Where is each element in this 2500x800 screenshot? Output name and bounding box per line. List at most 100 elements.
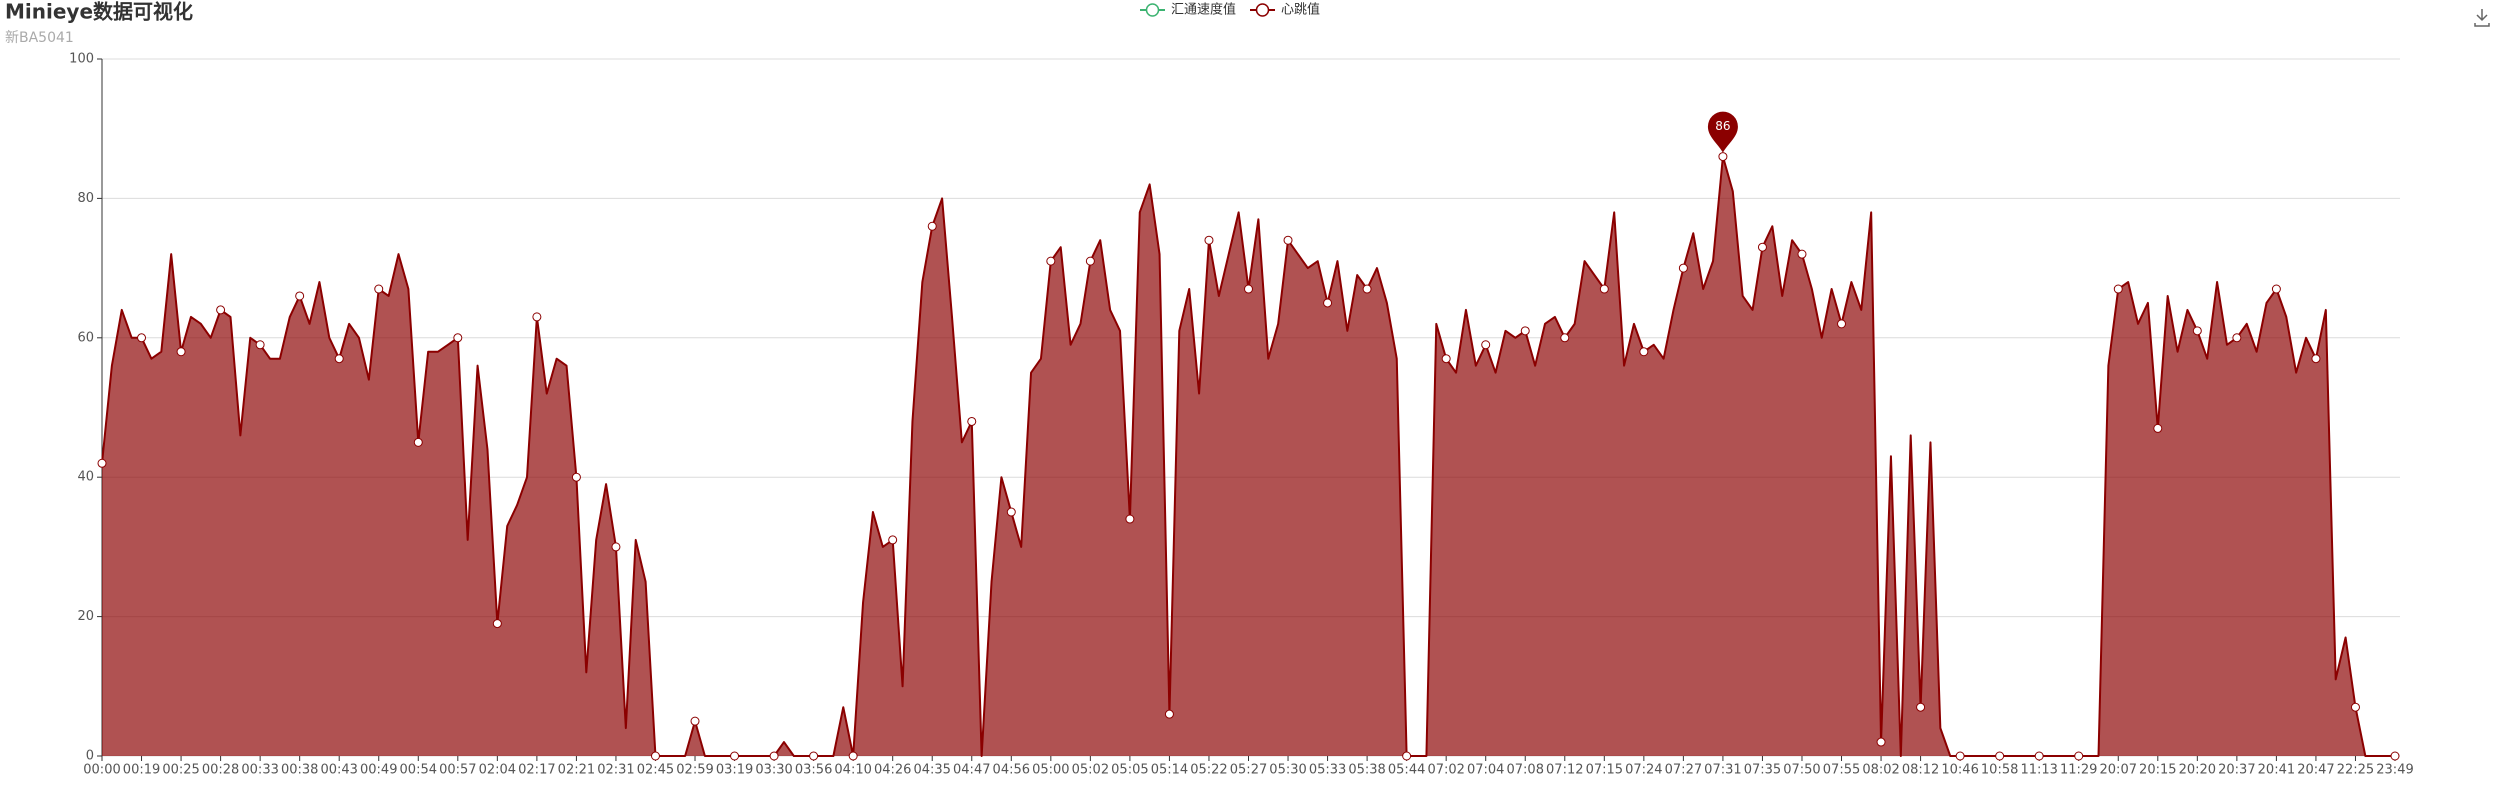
x-tick-label: 00:19 xyxy=(123,763,160,778)
point xyxy=(2350,702,2360,712)
point xyxy=(216,305,226,315)
x-tick-label: 08:02 xyxy=(1862,763,1899,778)
point xyxy=(1797,249,1807,259)
x-tick-label: 00:38 xyxy=(281,763,318,778)
max-pin-label: 86 xyxy=(1715,119,1730,133)
point xyxy=(848,751,858,761)
x-tick-label: 10:46 xyxy=(1941,763,1978,778)
x-tick-label: 05:02 xyxy=(1072,763,1109,778)
x-tick-label: 20:41 xyxy=(2258,763,2295,778)
x-tick-label: 00:28 xyxy=(202,763,239,778)
x-tick-label: 11:29 xyxy=(2060,763,2097,778)
legend-label: 汇通速度值 xyxy=(1171,2,1236,18)
x-tick-label: 02:04 xyxy=(479,763,516,778)
point xyxy=(888,535,898,545)
x-tick-label: 00:43 xyxy=(320,763,357,778)
y-tick-label: 0 xyxy=(86,749,94,764)
point xyxy=(137,333,147,343)
x-tick-label: 02:45 xyxy=(637,763,674,778)
chart-title: Minieye数据可视化 xyxy=(5,0,193,24)
point xyxy=(1560,333,1570,343)
point xyxy=(1718,152,1728,162)
legend-symbol xyxy=(1255,3,1270,17)
x-tick-label: 20:15 xyxy=(2139,763,2176,778)
point xyxy=(2390,751,2400,761)
point xyxy=(176,347,186,357)
x-tick-label: 04:47 xyxy=(953,763,990,778)
point xyxy=(769,751,779,761)
point xyxy=(1639,347,1649,357)
point xyxy=(1837,319,1847,329)
point xyxy=(1006,507,1016,517)
x-tick-label: 05:33 xyxy=(1309,763,1346,778)
point xyxy=(611,542,621,552)
point xyxy=(650,751,660,761)
point xyxy=(1085,256,1095,266)
point xyxy=(1678,263,1688,273)
point xyxy=(532,312,542,322)
x-tick-label: 04:26 xyxy=(874,763,911,778)
x-tick-label: 02:31 xyxy=(597,763,634,778)
point xyxy=(1164,709,1174,719)
max-pin xyxy=(1707,111,1738,153)
x-tick-label: 23:49 xyxy=(2376,763,2413,778)
point xyxy=(1323,298,1333,308)
legend: 汇通速度值 心跳值 xyxy=(1140,2,1320,18)
y-tick-label: 20 xyxy=(77,609,94,624)
point xyxy=(413,437,423,447)
x-tick-label: 04:10 xyxy=(834,763,871,778)
x-tick-label: 05:00 xyxy=(1032,763,1069,778)
x-tick-label: 07:55 xyxy=(1823,763,1860,778)
y-tick-label: 80 xyxy=(77,191,94,206)
x-tick-label: 20:47 xyxy=(2297,763,2334,778)
point xyxy=(2113,284,2123,294)
x-tick-label: 07:02 xyxy=(1427,763,1464,778)
point xyxy=(97,458,107,468)
point xyxy=(809,751,819,761)
x-tick-label: 02:17 xyxy=(518,763,555,778)
point xyxy=(1125,514,1135,524)
x-tick-label: 07:27 xyxy=(1665,763,1702,778)
point xyxy=(2311,354,2321,364)
x-tick-label: 05:38 xyxy=(1348,763,1385,778)
point xyxy=(492,619,502,629)
point xyxy=(255,340,265,350)
point xyxy=(1441,354,1451,364)
download-glyph[interactable] xyxy=(2474,9,2490,27)
x-tick-label: 00:25 xyxy=(162,763,199,778)
point xyxy=(1362,284,1372,294)
x-tick-label: 07:24 xyxy=(1625,763,1662,778)
x-tick-label: 05:27 xyxy=(1230,763,1267,778)
x-tick-label: 10:58 xyxy=(1981,763,2018,778)
y-tick-label: 60 xyxy=(77,330,94,345)
point xyxy=(1916,702,1926,712)
x-tick-label: 07:31 xyxy=(1704,763,1741,778)
x-tick-label: 07:50 xyxy=(1783,763,1820,778)
point xyxy=(295,291,305,301)
point xyxy=(1757,242,1767,252)
point xyxy=(1402,751,1412,761)
x-tick-label: 04:56 xyxy=(993,763,1030,778)
download-icon[interactable] xyxy=(2474,9,2490,27)
x-tick-label: 08:12 xyxy=(1902,763,1939,778)
x-tick-label: 05:05 xyxy=(1111,763,1148,778)
point xyxy=(1955,751,1965,761)
x-tick-label: 00:00 xyxy=(83,763,120,778)
point xyxy=(2232,333,2242,343)
point xyxy=(374,284,384,294)
x-tick-label: 20:37 xyxy=(2218,763,2255,778)
point xyxy=(1204,235,1214,245)
x-tick-label: 03:56 xyxy=(795,763,832,778)
x-tick-label: 07:35 xyxy=(1744,763,1781,778)
point xyxy=(1520,326,1530,336)
x-tick-label: 20:07 xyxy=(2100,763,2137,778)
point xyxy=(2034,751,2044,761)
x-tick-label: 02:59 xyxy=(676,763,713,778)
legend-label: 心跳值 xyxy=(1281,2,1320,18)
point xyxy=(1283,235,1293,245)
x-tick-label: 07:12 xyxy=(1546,763,1583,778)
x-tick-label: 02:21 xyxy=(558,763,595,778)
x-tick-label: 05:30 xyxy=(1269,763,1306,778)
x-tick-label: 05:44 xyxy=(1388,763,1425,778)
